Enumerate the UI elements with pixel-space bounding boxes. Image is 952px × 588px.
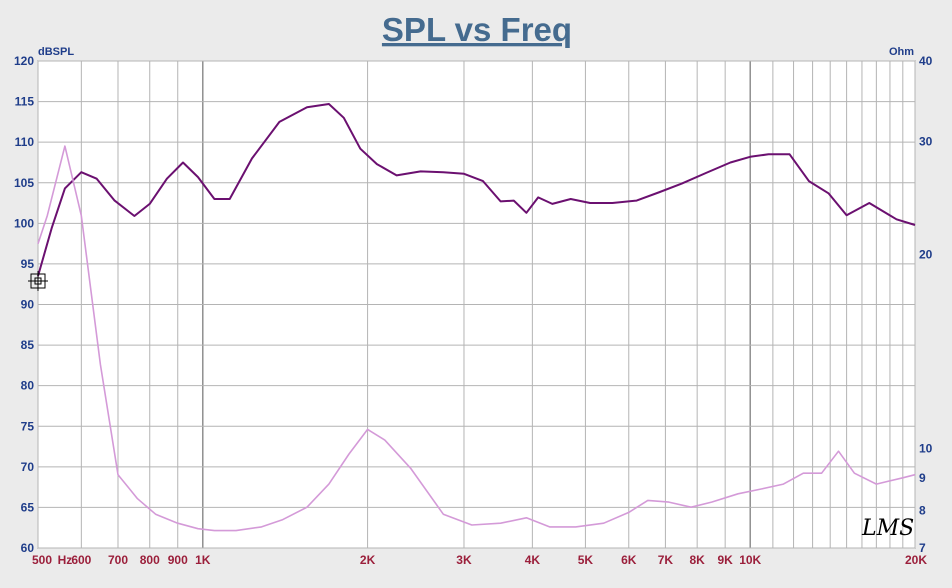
x-tick-label: 8K: [689, 553, 705, 567]
x-tick-label: 900: [168, 553, 188, 567]
x-tick-label: 800: [140, 553, 160, 567]
y-left-tick-label: 115: [15, 95, 35, 109]
right-axis-unit: Ohm: [889, 46, 914, 58]
x-tick-label: 1K: [195, 553, 211, 567]
y-right-tick-label: 30: [919, 134, 933, 148]
grid: [37, 60, 916, 549]
chart-title: SPL vs Freq: [382, 11, 572, 48]
x-tick-label: 2K: [360, 553, 376, 567]
y-right-tick-label: 9: [919, 471, 926, 485]
y-left-tick-label: 70: [21, 460, 35, 474]
left-ticks: 60 65 70 75 80 85 90 95 100 105 110 115 120: [14, 54, 34, 555]
x-tick-label: 3K: [456, 553, 472, 567]
x-tick-label: 600: [71, 553, 91, 567]
y-left-tick-label: 80: [21, 379, 35, 393]
right-ticks: 7 8 9 10 20 30 40: [919, 54, 933, 555]
x-tick-label: Hz: [58, 553, 73, 567]
x-tick-label: 6K: [621, 553, 637, 567]
spl-series-line: [37, 103, 916, 277]
x-tick-label: 4K: [525, 553, 541, 567]
series-layer: [37, 103, 916, 532]
y-left-tick-label: 95: [21, 257, 35, 271]
x-tick-label: 9K: [717, 553, 733, 567]
x-tick-label: 20K: [905, 553, 927, 567]
impedance-series-line: [37, 145, 916, 532]
y-left-tick-label: 100: [14, 216, 34, 230]
y-right-tick-label: 8: [919, 504, 926, 518]
left-axis-unit: dBSPL: [38, 46, 74, 58]
x-tick-label: 500: [32, 553, 52, 567]
y-right-tick-label: 10: [919, 441, 933, 455]
y-left-tick-label: 65: [21, 500, 35, 514]
y-left-tick-label: 85: [21, 338, 35, 352]
x-tick-label: 10K: [739, 553, 761, 567]
y-right-tick-label: 40: [919, 54, 933, 68]
y-left-tick-label: 120: [14, 54, 34, 68]
y-left-tick-label: 110: [15, 135, 35, 149]
y-right-tick-label: 7: [919, 541, 926, 555]
lms-logo: LMS: [861, 516, 914, 541]
x-ticks: 500 Hz 600 700 800 900 1K 2K 3K 4K 5K 6K 7K 8K 9K 10K 20…: [32, 553, 927, 567]
y-left-tick-label: 60: [21, 541, 35, 555]
y-left-tick-label: 75: [21, 419, 35, 433]
crosshair-cursor-icon[interactable]: [28, 271, 48, 291]
y-left-tick-label: 90: [21, 298, 35, 312]
y-left-tick-label: 105: [14, 176, 34, 190]
y-right-tick-label: 20: [919, 248, 933, 262]
x-tick-label: 700: [108, 553, 128, 567]
x-tick-label: 7K: [658, 553, 674, 567]
x-tick-label: 5K: [578, 553, 594, 567]
